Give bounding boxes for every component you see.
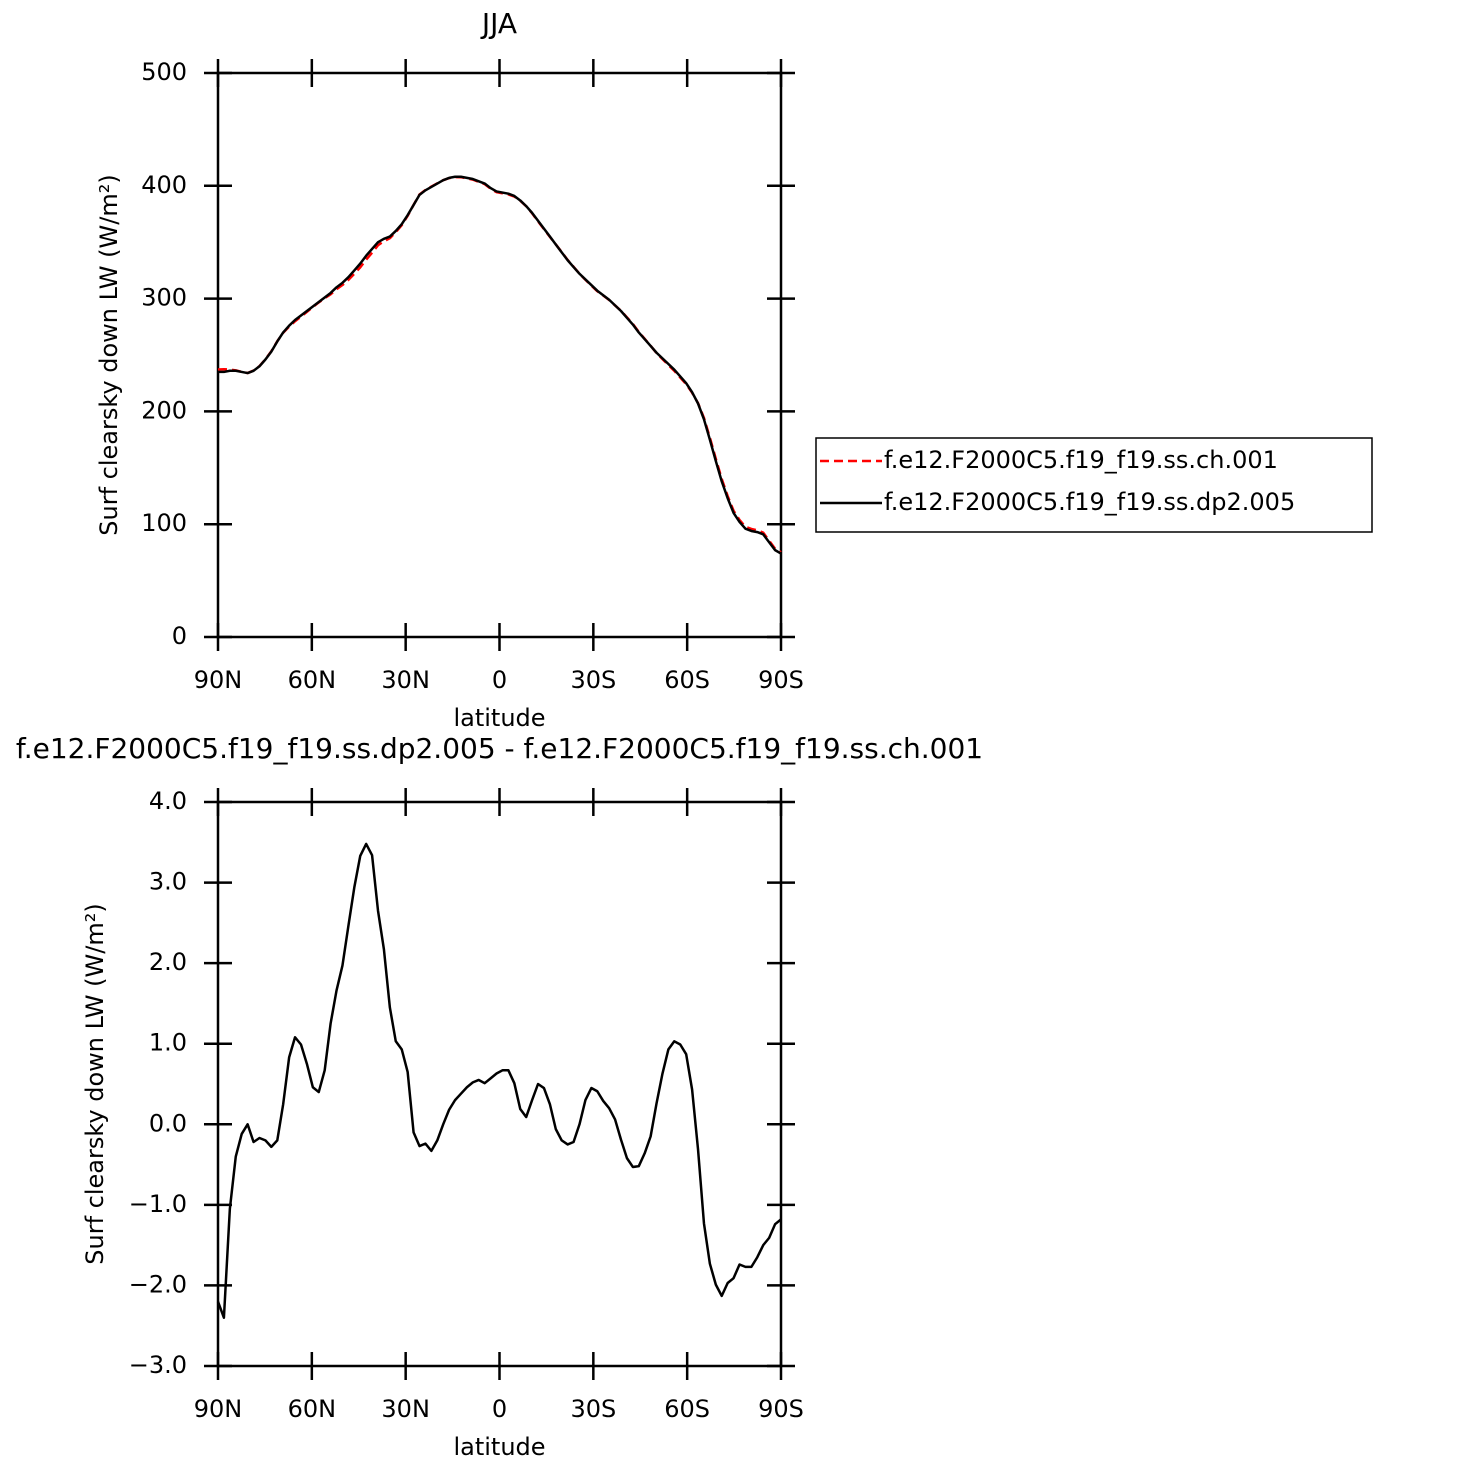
x-axis-label: latitude: [453, 1433, 545, 1461]
x-tick-label: 60N: [288, 1395, 337, 1423]
x-axis-label: latitude: [453, 704, 545, 732]
x-tick-label: 30N: [381, 666, 430, 694]
data-line: [216, 842, 782, 1319]
data-line: [218, 175, 782, 555]
plot-frame: [216, 800, 783, 1368]
x-tick-label: 90N: [194, 666, 243, 694]
y-tick-label: 3.0: [149, 868, 187, 896]
y-tick-label: 100: [141, 509, 187, 537]
y-tick-label: 2.0: [149, 948, 187, 976]
y-tick-label: 500: [141, 58, 187, 86]
plot-frame: [216, 71, 783, 639]
y-tick-label: 400: [141, 171, 187, 199]
y-tick-label: −1.0: [129, 1190, 187, 1218]
chart-title: f.e12.F2000C5.f19_f19.ss.dp2.005 - f.e12…: [16, 732, 983, 765]
x-tick-label: 90S: [758, 666, 804, 694]
y-axis-label: Surf clearsky down LW (W/m²): [95, 174, 123, 535]
x-tick-label: 0: [492, 666, 507, 694]
x-tick-label: 30N: [381, 1395, 430, 1423]
chart-title: JJA: [480, 7, 517, 40]
y-tick-label: 1.0: [149, 1029, 187, 1057]
y-tick-label: 0: [172, 622, 187, 650]
data-line: [217, 175, 782, 554]
x-tick-label: 60N: [288, 666, 337, 694]
y-tick-label: 300: [141, 284, 187, 312]
x-tick-label: 90N: [194, 1395, 243, 1423]
x-tick-label: 60S: [664, 1395, 710, 1423]
y-tick-label: 4.0: [149, 787, 187, 815]
legend-label: f.e12.F2000C5.f19_f19.ss.dp2.005: [884, 488, 1295, 516]
x-tick-label: 30S: [570, 666, 616, 694]
legend-box: [815, 437, 1373, 533]
y-tick-label: 0.0: [149, 1109, 187, 1137]
y-tick-label: −2.0: [129, 1270, 187, 1298]
y-tick-label: −3.0: [129, 1351, 187, 1379]
y-axis-label: Surf clearsky down LW (W/m²): [81, 903, 109, 1264]
x-tick-label: 30S: [570, 1395, 616, 1423]
y-tick-label: 200: [141, 396, 187, 424]
x-tick-label: 0: [492, 1395, 507, 1423]
legend-label: f.e12.F2000C5.f19_f19.ss.ch.001: [884, 446, 1278, 474]
x-tick-label: 60S: [664, 666, 710, 694]
x-tick-label: 90S: [758, 1395, 804, 1423]
